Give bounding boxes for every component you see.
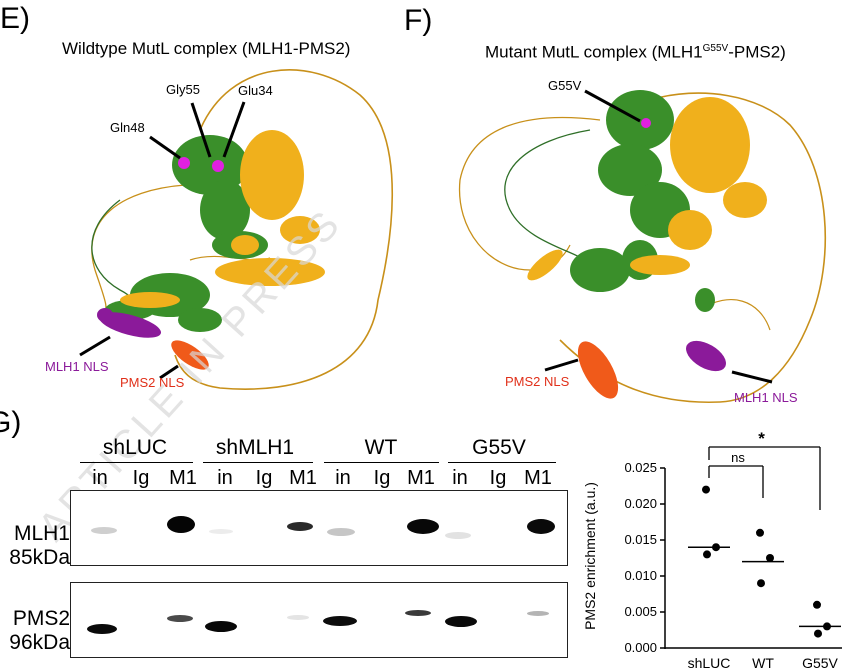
y-tick-label: 0.010 [624,568,657,583]
gly55-label: Gly55 [166,82,200,97]
blot-band [287,522,313,531]
pms2-structure [120,130,325,308]
blot-band [405,610,431,616]
mutation-residues [178,157,224,172]
mlh1-nls-spheres [97,308,162,338]
blot-band [91,527,117,534]
data-point [702,485,710,494]
data-point [756,528,764,537]
pms2-nls-label-f: PMS2 NLS [505,374,570,389]
glu34-label: Glu34 [238,83,273,98]
condition-underline [448,462,556,463]
blot-band [445,616,477,627]
chart-y-axis-label: PMS2 enrichment (a.u.) [582,482,598,630]
condition-underline [203,462,313,463]
y-tick-label: 0.020 [624,496,657,511]
data-point [813,600,821,609]
lane-label: M1 [407,467,435,489]
blot-band [287,615,309,620]
panel-f-title-suffix: -PMS2) [728,42,786,62]
lane-label: in [452,467,468,489]
blot-band [327,528,355,536]
y-tick-label: 0.015 [624,532,657,547]
y-tick-label: 0.005 [624,604,657,619]
blot-band [323,616,357,626]
data-point [814,629,822,638]
lane-label: in [335,467,351,489]
blot-band [445,532,471,539]
blot-band [407,519,439,534]
y-tick-label: 0.000 [624,640,657,655]
mlh1-protein: MLH1 [13,522,70,545]
data-point [757,579,765,588]
pms2-nls-label-e: PMS2 NLS [120,375,185,390]
pms2-enrichment-chart: PMS2 enrichment (a.u.) 0.000 0.005 0.010 0.… [582,429,842,668]
mutant-structure-figure [458,89,827,404]
mlh1-blot [70,490,568,566]
lane-label: M1 [524,467,552,489]
x-tick-label: shLUC [688,655,731,668]
mlh1-row-label: MLH1 85kDa [0,522,70,570]
pms2-size: 96kDa [9,631,70,654]
lane-label: in [217,467,233,489]
lane-label: Ig [255,467,273,489]
x-tick-label: G55V [802,655,838,668]
significance-label: * [758,429,765,448]
blot-band [87,624,117,634]
mlh1-nls-label-f: MLH1 NLS [734,390,798,405]
condition-label: shMLH1 [215,436,295,459]
panel-e-letter: E) [0,2,30,35]
panel-g-letter: G) [0,406,22,439]
lane-label: Ig [373,467,391,489]
lane-label: M1 [289,467,317,489]
blot-band [167,516,195,533]
blot-band [527,519,555,534]
lane-label: Ig [132,467,150,489]
x-tick-label: WT [752,655,774,668]
panel-f-title-prefix: Mutant MutL complex (MLH1 [485,42,703,62]
lane-label: Ig [489,467,507,489]
wildtype-structure-figure [79,69,394,390]
mlh1-size: 85kDa [9,546,70,569]
pms2-row-label: PMS2 96kDa [0,607,70,655]
condition-label: G55V [472,436,526,459]
condition-label: WT [364,436,398,459]
panel-e-title: Wildtype MutL complex (MLH1-PMS2) [62,39,351,58]
panel-f-letter: F) [404,4,433,37]
blot-band [527,611,549,616]
blot-band [209,529,233,534]
condition-underline [80,462,193,463]
g55v-label: G55V [548,78,582,93]
blot-band [167,615,193,622]
panel-f-title-sup: G55V [702,43,729,54]
pms2-blot [70,582,568,658]
y-tick-label: 0.025 [624,460,657,475]
panel-f-title: Mutant MutL complex (MLH1G55V-PMS2) [485,40,786,62]
blot-band [205,621,237,632]
lane-label: in [92,467,108,489]
condition-label: shLUC [102,436,168,459]
mlh1-nls-label-e: MLH1 NLS [45,359,109,374]
gln48-label: Gln48 [110,120,145,135]
data-point [766,554,774,562]
data-point [703,550,711,559]
pms2-nls-spheres [171,340,209,370]
significance-label: ns [731,450,745,465]
lane-label: M1 [169,467,197,489]
condition-underline [324,462,439,463]
pms2-protein: PMS2 [12,607,70,630]
